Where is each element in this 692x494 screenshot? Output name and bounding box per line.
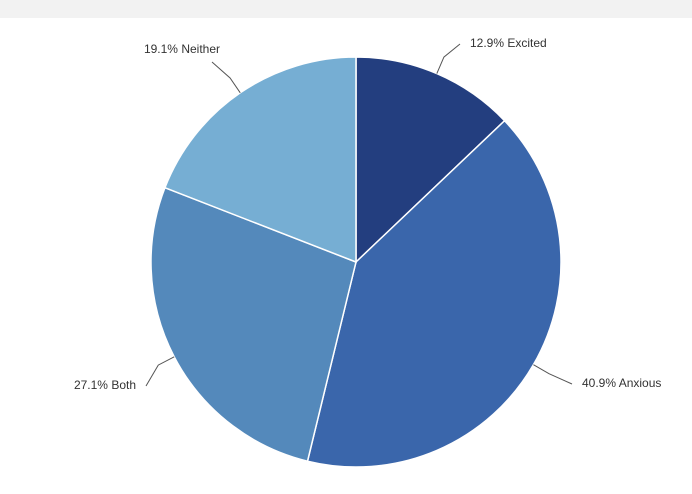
value-label: 19.1% [144, 42, 178, 56]
leader-line [436, 43, 461, 74]
category-label: Excited [507, 36, 546, 50]
pie-slice [163, 56, 357, 264]
data-label: 27.1% Both [74, 378, 136, 392]
category-label: Anxious [619, 376, 662, 390]
pie: 12.9% Excited 40.9% Anxious 27.1% Both 19.1… [74, 36, 661, 468]
value-label: 12.9% [470, 36, 504, 50]
leader-line [211, 61, 241, 94]
pie-slice [306, 119, 562, 468]
data-label: 19.1% Neither [144, 42, 220, 56]
data-label: 12.9% Excited [470, 36, 547, 50]
category-label: Both [111, 378, 136, 392]
leader-line [533, 364, 573, 385]
pie-slice [355, 56, 506, 264]
value-label: 27.1% [74, 378, 108, 392]
category-label: Neither [181, 42, 220, 56]
leader-line [145, 356, 175, 387]
data-label: 40.9% Anxious [582, 376, 661, 390]
top-bar [0, 0, 692, 18]
value-label: 40.9% [582, 376, 616, 390]
